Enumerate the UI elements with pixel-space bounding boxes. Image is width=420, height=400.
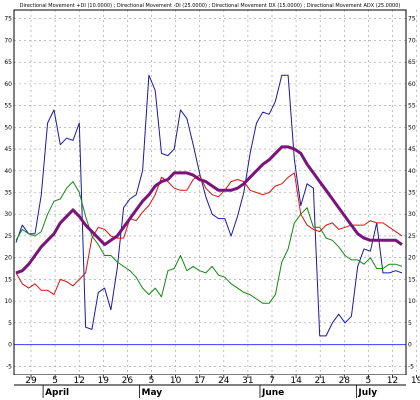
series-line-3	[15, 181, 403, 304]
y-tick-label-left: 70	[4, 37, 12, 44]
month-label: May	[142, 388, 163, 398]
x-tick-label: 28	[339, 376, 351, 386]
y-tick-label-left: 50	[4, 124, 12, 131]
x-tick-label: 19	[411, 376, 420, 386]
series-line-1	[15, 74, 403, 337]
y-tick-label-left: 25	[4, 233, 12, 240]
chart-title: Directional Movement +DI (10.0000) ; Dir…	[20, 3, 401, 9]
x-tick-label: 10	[170, 376, 182, 386]
month-label: July	[357, 388, 377, 398]
y-tick-label-left: 0	[8, 342, 12, 349]
y-tick-label-left: 15	[4, 276, 12, 283]
y-tick-label-left: 20	[4, 255, 12, 262]
y-tick-label-right: 20	[408, 255, 416, 262]
y-tick-label-left: 65	[4, 59, 12, 66]
y-tick-label-right: 75	[408, 16, 416, 23]
x-tick-label: 21	[314, 376, 325, 386]
x-tick-label: 29	[25, 376, 37, 386]
x-tick-label: 17	[194, 376, 205, 386]
y-tick-label-right: 5	[408, 320, 412, 327]
y-tick-label-left: 30	[4, 211, 12, 218]
x-tick-label: 24	[218, 376, 230, 386]
y-tick-label-right: 25	[408, 233, 416, 240]
y-tick-label-right: 30	[408, 211, 416, 218]
y-tick-label-right: -5	[408, 363, 414, 370]
y-tick-label-right: 60	[408, 81, 416, 88]
y-tick-label-right: 55	[408, 103, 416, 110]
x-tick-label: 12	[387, 376, 398, 386]
y-tick-label-right: 15	[408, 276, 416, 283]
y-tick-label-right: 45	[408, 146, 416, 153]
y-tick-label-left: -5	[6, 363, 12, 370]
x-tick-label: 5	[366, 376, 372, 386]
x-tick-label: 12	[73, 376, 84, 386]
series-layer	[15, 74, 403, 337]
x-tick-label: 5	[52, 376, 58, 386]
y-tick-label-left: 5	[8, 320, 12, 327]
x-tick-label: 5	[149, 376, 155, 386]
y-tick-label-right: 10	[408, 298, 416, 305]
x-tick-label: 19	[98, 376, 110, 386]
series-line-2	[15, 172, 403, 296]
y-tick-label-left: 60	[4, 81, 12, 88]
series-line-4	[15, 145, 403, 275]
date-strip	[0, 375, 420, 400]
x-tick-label: 26	[122, 376, 134, 386]
y-tick-label-left: 55	[4, 103, 12, 110]
frame-layer	[0, 9, 420, 400]
x-tick-label: 14	[290, 376, 302, 386]
y-tick-label-right: 35	[408, 190, 416, 197]
y-tick-label-left: 45	[4, 146, 12, 153]
y-tick-label-left: 35	[4, 190, 12, 197]
y-tick-label-right: 70	[408, 37, 416, 44]
x-tick-label: 7	[269, 376, 275, 386]
y-tick-label-right: 0	[408, 342, 412, 349]
x-tick-label: 31	[242, 376, 253, 386]
month-label: April	[45, 388, 69, 398]
grid-layer	[14, 10, 417, 375]
y-tick-label-right: 40	[408, 168, 416, 175]
y-tick-label-left: 40	[4, 168, 12, 175]
y-tick-label-right: 65	[408, 59, 416, 66]
y-tick-label-left: 10	[4, 298, 12, 305]
date-layer: 29 5 12 19 26 5 10 17 24 31 7 14 21 28 5 12 19 April May Ju…	[25, 375, 420, 398]
month-label: June	[261, 388, 284, 398]
y-tick-label-right: 50	[408, 124, 416, 131]
y-tick-label-left: 75	[4, 16, 12, 23]
